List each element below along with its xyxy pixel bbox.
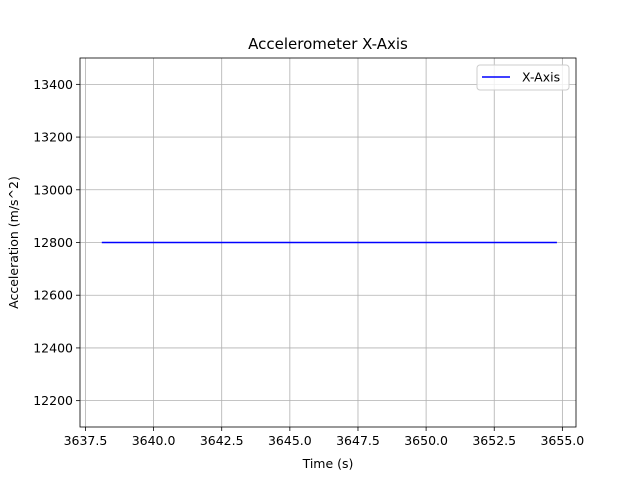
x-tick-label: 3637.5	[64, 433, 108, 448]
y-tick-label: 12800	[33, 235, 73, 250]
x-tick-label: 3642.5	[200, 433, 244, 448]
legend-box	[476, 64, 570, 91]
chart-title: Accelerometer X-Axis	[248, 35, 408, 53]
x-tick-label: 3647.5	[336, 433, 380, 448]
legend-label-x-axis: X-Axis	[522, 70, 560, 85]
y-tick-label: 12600	[33, 288, 73, 303]
x-tick-label: 3640.0	[132, 433, 176, 448]
y-tick-label: 12400	[33, 340, 73, 355]
y-tick-label: 12200	[33, 393, 73, 408]
y-tick-label: 13000	[33, 182, 73, 197]
y-tick-label: 13400	[33, 77, 73, 92]
x-axis-label: Time (s)	[302, 456, 354, 471]
y-axis-label: Acceleration (m/s^2)	[6, 176, 21, 309]
grid-layer	[80, 58, 576, 427]
x-tick-label: 3645.0	[268, 433, 312, 448]
legend: X-Axis	[476, 64, 570, 91]
x-tick-label: 3655.0	[540, 433, 584, 448]
x-tick-label: 3652.5	[472, 433, 516, 448]
x-tick-label: 3650.0	[404, 433, 448, 448]
y-tick-label: 13200	[33, 130, 73, 145]
tick-layer: 3637.5 3640.0 3642.5 3645.0 3647.5 3650.0 3652…	[33, 77, 584, 448]
